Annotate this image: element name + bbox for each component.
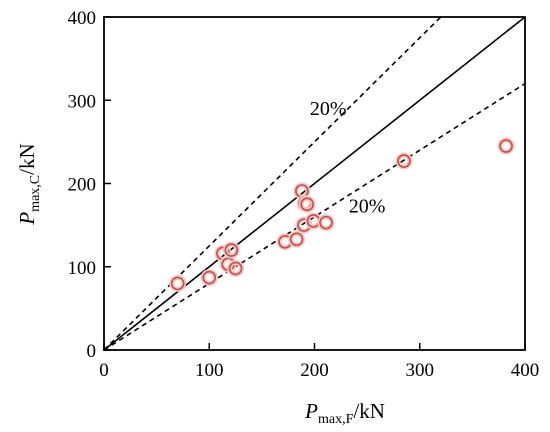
axis-ticks: 0 100 200 300 400 0 100 200 300 400 bbox=[68, 8, 540, 381]
data-point bbox=[170, 276, 185, 291]
data-point bbox=[228, 261, 243, 276]
x-tick-label: 100 bbox=[195, 360, 224, 381]
x-tick-label: 0 bbox=[99, 360, 109, 381]
x-axis-label: Pmax,F/kN bbox=[304, 399, 385, 427]
y-tick-label: 100 bbox=[68, 258, 97, 279]
annotation-label: 20% bbox=[349, 196, 386, 218]
y-tick-label: 0 bbox=[87, 341, 97, 362]
reference-line-2 bbox=[103, 16, 442, 351]
data-point bbox=[300, 197, 314, 212]
x-tick-label: 200 bbox=[300, 360, 329, 381]
reference-line-3 bbox=[103, 82, 526, 351]
x-tick-label: 300 bbox=[406, 360, 435, 381]
annotation-label: 20% bbox=[310, 98, 347, 120]
data-point bbox=[397, 154, 411, 168]
data-point bbox=[319, 215, 333, 230]
data-point bbox=[224, 243, 239, 257]
data-point bbox=[202, 270, 217, 285]
y-tick-label: 400 bbox=[68, 8, 97, 29]
x-tick-label: 400 bbox=[511, 360, 540, 381]
y-tick-label: 200 bbox=[68, 175, 97, 196]
y-tick-label: 300 bbox=[68, 91, 97, 112]
data-points bbox=[169, 137, 515, 292]
annotations: 20% 20% bbox=[310, 98, 386, 217]
data-point bbox=[499, 139, 513, 153]
y-axis-label: Pmax,C/kN bbox=[15, 143, 43, 225]
reference-lines bbox=[103, 16, 526, 351]
reference-line-1 bbox=[103, 16, 526, 351]
data-point bbox=[289, 232, 304, 247]
